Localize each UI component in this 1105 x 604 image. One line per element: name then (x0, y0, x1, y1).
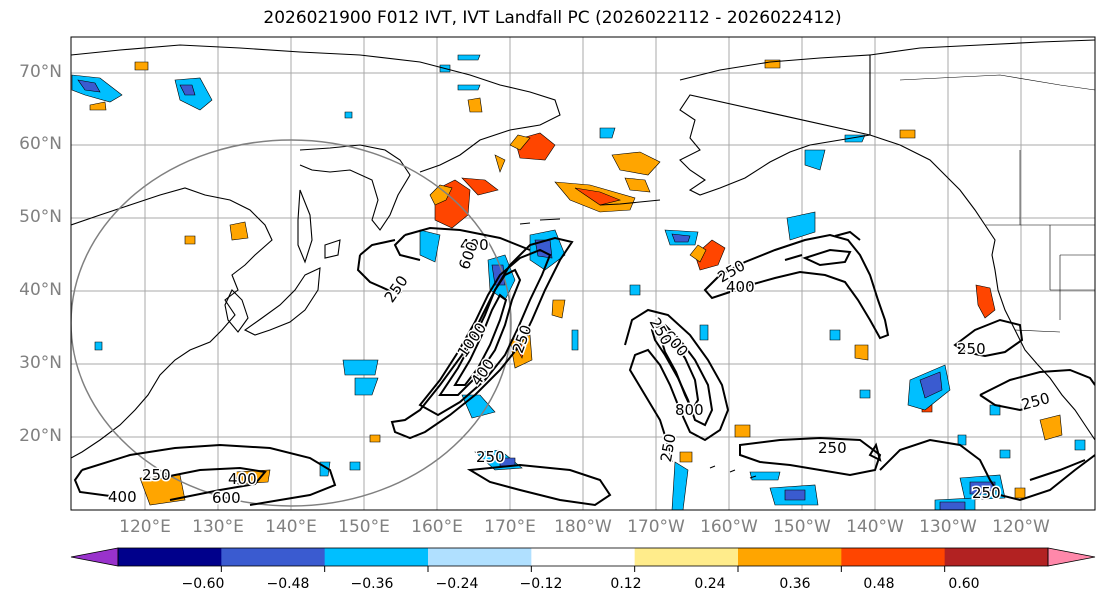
colorbar-tick-label: 0.36 (779, 576, 811, 592)
colorbar-tick-label: 0.60 (948, 576, 980, 592)
lat-label: 40°N (19, 280, 62, 300)
contour-label: 250 (957, 340, 986, 358)
colorbar-right-extension (1047, 547, 1096, 567)
colorbar (70, 547, 1096, 572)
ivt-contours (73, 226, 1095, 507)
lon-label: 160°W (700, 517, 758, 537)
contour-label: 600 (212, 489, 241, 507)
map-frame (70, 36, 1096, 511)
lon-label: 130°E (192, 517, 244, 537)
colorbar-box (738, 548, 842, 566)
colorbar-left-extension (70, 547, 119, 567)
lon-label: 120°E (119, 517, 171, 537)
contour-label: 250 (818, 439, 847, 457)
grid-lines (71, 37, 1095, 510)
contour-label: 250 (476, 448, 505, 466)
colorbar-box (118, 548, 222, 566)
ivt-pc-shading (71, 54, 1086, 510)
colorbar-box (944, 548, 1049, 566)
contour-labels: 250 400 600 1000 400 250 600 800 250 250… (107, 235, 1054, 509)
lon-label: 140°E (265, 517, 317, 537)
contour-label: 400 (228, 470, 257, 488)
contour-label: 800 (675, 401, 704, 419)
map-title: 2026021900 F012 IVT, IVT Landfall PC (20… (263, 8, 842, 28)
lat-label: 20°N (19, 426, 62, 446)
colorbar-box (428, 548, 532, 566)
colorbar-tick-label: 0.12 (610, 576, 642, 592)
lat-label: 60°N (19, 134, 62, 154)
contour-label: 250 (142, 466, 171, 484)
lon-label: 130°W (919, 517, 977, 537)
colorbar-tick-label: −0.48 (266, 576, 310, 592)
colorbar-tick-label: −0.24 (435, 576, 479, 592)
coastlines (71, 39, 1095, 479)
contour-label: 400 (467, 355, 498, 389)
lon-label: 160°E (411, 517, 463, 537)
lon-label: 120°W (992, 517, 1050, 537)
borders (899, 74, 1095, 333)
range-ring (71, 139, 512, 507)
colorbar-tick-label: −0.12 (519, 576, 563, 592)
contour-label: 250 (657, 432, 680, 463)
lon-label: 180°W (554, 517, 612, 537)
lon-label: 140°W (846, 517, 904, 537)
colorbar-boxes (118, 548, 1049, 566)
contour-label: 400 (108, 488, 137, 506)
colorbar-box (841, 548, 946, 566)
colorbar-box (324, 548, 429, 566)
lon-label: 170°E (484, 517, 536, 537)
contour-label: 400 (460, 236, 489, 254)
lon-label: 170°W (627, 517, 685, 537)
colorbar-box (634, 548, 739, 566)
colorbar-tick-label: −0.60 (181, 576, 225, 592)
colorbar-tick-label: 0.24 (694, 576, 726, 592)
contour-label: 250 (972, 484, 1001, 502)
lat-label: 70°N (19, 62, 62, 82)
contour-label: 250 (1019, 389, 1051, 414)
colorbar-box (221, 548, 326, 566)
lat-label: 30°N (19, 353, 62, 373)
lat-label: 50°N (19, 207, 62, 227)
colorbar-outline (117, 547, 1049, 567)
colorbar-box (531, 548, 636, 566)
lon-label: 150°W (773, 517, 831, 537)
lon-label: 150°E (338, 517, 390, 537)
contour-label: 400 (726, 278, 755, 296)
contour-label: 250 (381, 272, 412, 306)
colorbar-ticks (220, 566, 946, 572)
colorbar-tick-label: −0.36 (350, 576, 394, 592)
colorbar-tick-label: 0.48 (863, 576, 895, 592)
